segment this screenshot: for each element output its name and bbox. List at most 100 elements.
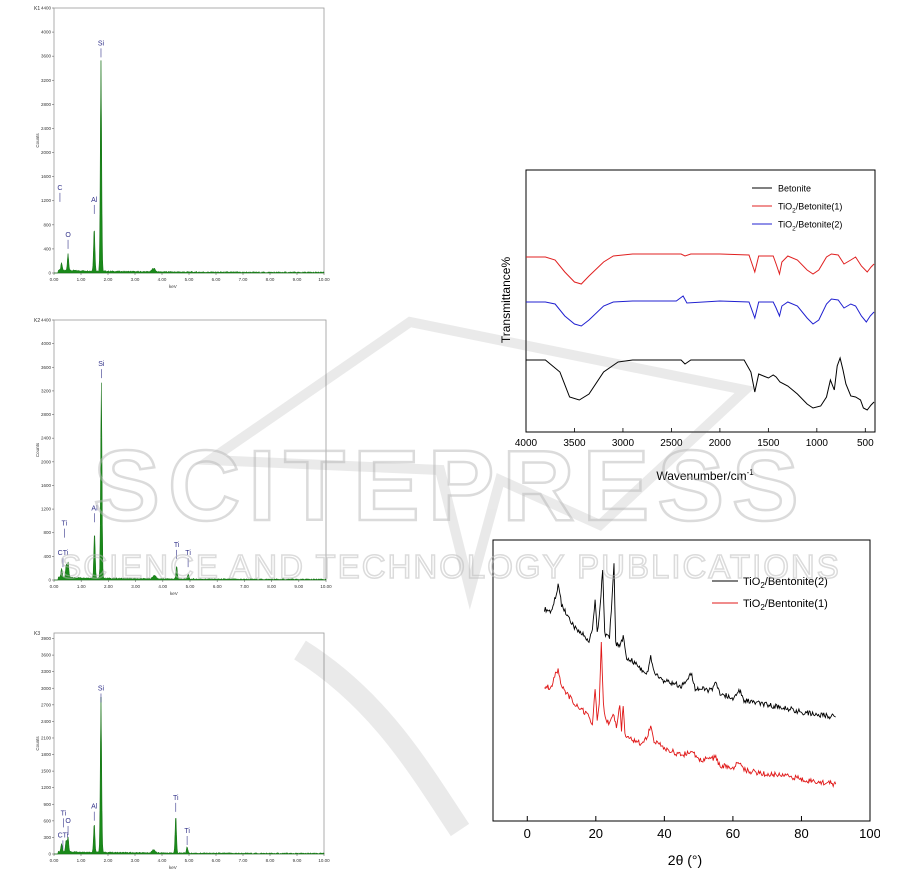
spectrum-series	[54, 382, 327, 581]
x-tick-label: 3.00	[131, 277, 140, 282]
legend-label-rest: /Betonite(1)	[796, 202, 843, 212]
x-tick-label: 60	[726, 826, 740, 841]
series-line-1	[526, 253, 875, 285]
ftir-chart: 4000 3500 3000 2500 2000 1500 1000 500 Wavenumbe…	[499, 169, 876, 483]
y-tick-label: 2400	[41, 436, 52, 441]
y-tick-label: 1800	[41, 752, 52, 757]
x-tick-label: 4.00	[158, 277, 167, 282]
peak-label: O	[65, 818, 71, 825]
x-axis-label: keV	[169, 284, 177, 289]
legend-subscript: 2	[792, 208, 796, 215]
peak-label: Al	[91, 804, 98, 811]
x-tick-label: 8.00	[267, 584, 276, 589]
y-tick-label: 1200	[41, 198, 52, 203]
y-tick-label: 1500	[41, 769, 52, 774]
y-tick-label: 800	[43, 222, 51, 227]
y-tick-label: 3600	[41, 365, 52, 370]
x-tick-label: 10.00	[318, 277, 330, 282]
eds-chart-k1: K1 0 400 800 1200 1600 2000 2400 2800 3200 3600 400…	[34, 6, 330, 290]
x-tick-label: 4000	[515, 438, 538, 449]
y-tick-label: 600	[43, 818, 51, 823]
y-tick-label: 400	[43, 554, 51, 559]
x-tick-label: 1.00	[77, 584, 86, 589]
x-tick-label: 2000	[709, 438, 732, 449]
y-tick-label: 900	[43, 802, 51, 807]
plot-frame	[492, 539, 871, 822]
y-tick-label: 3900	[41, 636, 52, 641]
x-axis-label: 2θ (°)	[668, 852, 702, 868]
y-tick-label: 1600	[41, 174, 52, 179]
plot-frame	[53, 632, 325, 855]
y-tick-label: 2700	[41, 702, 52, 707]
peak-label: Ti	[62, 521, 68, 528]
x-tick-label: 3.00	[131, 584, 140, 589]
spectrum-series	[54, 697, 325, 855]
eds-chart-k2: K2 0 400 800 1200 1600 2000 2400 2800 3200 3600 400…	[34, 318, 332, 597]
x-tick-label: 1.00	[77, 858, 86, 863]
series-line-1	[544, 641, 837, 789]
x-tick-label: 10.00	[320, 584, 332, 589]
x-tick-label: 8.00	[266, 858, 275, 863]
x-tick-label: 6.00	[213, 584, 222, 589]
legend-label-rest: /Bentonite(2)	[765, 576, 828, 588]
x-tick-label: 7.00	[239, 858, 248, 863]
y-tick-label: 3300	[41, 669, 52, 674]
panel-label: K3	[34, 631, 40, 637]
x-tick-label: 4.00	[158, 858, 167, 863]
legend-label-rest: /Bentonite(1)	[765, 598, 828, 610]
peak-label: Al	[91, 505, 98, 512]
x-axis-label-superscript: -1	[747, 468, 755, 477]
legend-subscript: 2	[792, 226, 796, 233]
x-tick-label: 3500	[563, 438, 586, 449]
y-tick-label: 4000	[41, 30, 52, 35]
x-tick-label: 3000	[612, 438, 635, 449]
peak-label: Ti	[173, 795, 179, 802]
series-line-0	[526, 356, 875, 411]
x-tick-label: 6.00	[212, 858, 221, 863]
y-tick-label: 4000	[41, 341, 52, 346]
x-tick-label: 1500	[757, 438, 780, 449]
y-tick-label: 400	[43, 246, 51, 251]
x-tick-label: 2.00	[104, 584, 113, 589]
y-tick-label: 0	[48, 271, 51, 276]
peak-label: Ti	[61, 810, 67, 817]
xrd-chart: 0 20 40 60 80 100 2θ (°) TiO2/Bentonite(2) TiO2/…	[492, 539, 880, 868]
x-tick-label: 100	[859, 826, 880, 841]
series-line-2	[526, 295, 875, 327]
y-tick-label: 2400	[41, 719, 52, 724]
x-tick-label: 5.00	[185, 277, 194, 282]
y-tick-label: 2000	[41, 150, 52, 155]
y-tick-label: 2800	[41, 412, 52, 417]
y-axis-label: Counts	[35, 133, 40, 148]
y-tick-label: 2000	[41, 459, 52, 464]
y-tick-label: 2100	[41, 735, 52, 740]
x-tick-label: 5.00	[185, 858, 194, 863]
y-tick-label: 800	[43, 530, 51, 535]
y-tick-label: 3200	[41, 388, 52, 393]
x-tick-label: 0.00	[50, 277, 59, 282]
y-tick-label: 3200	[41, 78, 52, 83]
y-tick-label: 3600	[41, 653, 52, 658]
x-tick-label: 10.00	[318, 858, 330, 863]
x-tick-label: 5.00	[186, 584, 195, 589]
y-tick-label: 4400	[41, 318, 52, 323]
peak-label: O	[65, 232, 71, 239]
x-axis-label: keV	[169, 865, 177, 870]
plot-frame	[525, 169, 876, 433]
peak-label: Si	[98, 685, 105, 692]
peak-label: Ti	[174, 542, 180, 549]
y-tick-label: 1200	[41, 507, 52, 512]
x-axis-label: Wavenumber/cm-1	[656, 468, 754, 483]
y-axis-label: Counts	[35, 442, 40, 457]
x-tick-label: 1000	[806, 438, 829, 449]
x-tick-label: 4.00	[158, 584, 167, 589]
peak-label: Al	[91, 197, 98, 204]
x-tick-label: 2500	[660, 438, 683, 449]
peak-label: Ti	[185, 550, 191, 557]
peak-label: Ti	[184, 828, 190, 835]
y-tick-label: 0	[48, 578, 51, 583]
peak-label: Si	[98, 40, 105, 47]
legend-label-0: Betonite	[778, 184, 811, 194]
spectrum-series	[54, 60, 325, 274]
y-tick-label: 2800	[41, 102, 52, 107]
